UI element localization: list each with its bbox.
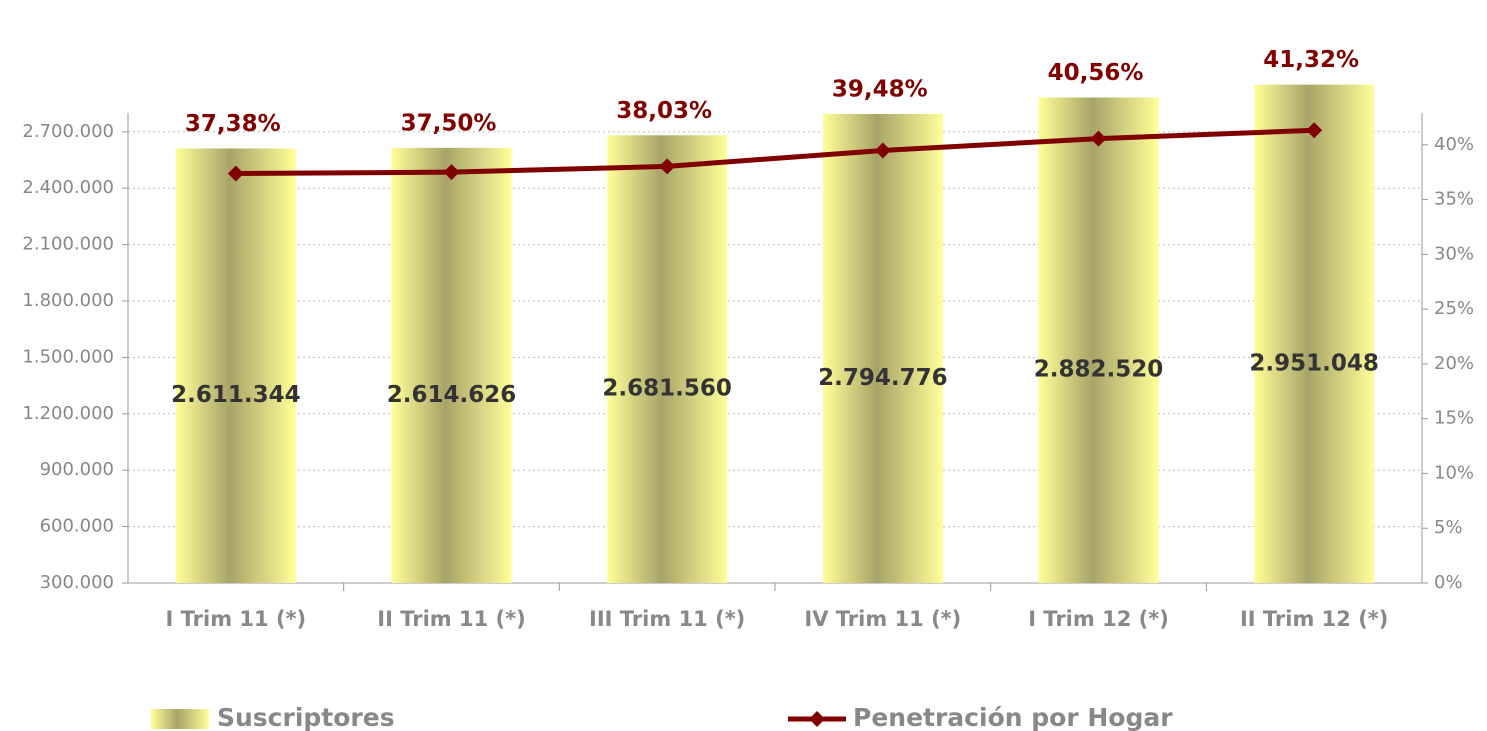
bar-value-label: 2.614.626 [387, 382, 517, 408]
y-tick-label: 1.800.000 [22, 290, 114, 311]
y-tick-label: 600.000 [40, 516, 114, 537]
line-value-label: 41,32% [1263, 47, 1359, 73]
x-tick-label: I Trim 11 (*) [166, 607, 307, 631]
line-value-label: 40,56% [1048, 60, 1144, 86]
line-marker [1090, 130, 1107, 147]
line-value-label: 39,48% [832, 76, 928, 102]
legend-swatch [151, 709, 209, 729]
y-tick-label: 900.000 [40, 459, 114, 480]
y-tick-label: 1.200.000 [22, 403, 114, 424]
y-tick-label: 2.100.000 [22, 234, 114, 255]
y2-tick-label: 35% [1434, 189, 1474, 210]
y2-tick-label: 5% [1434, 517, 1463, 538]
bar [822, 113, 943, 583]
y2-tick-label: 20% [1434, 353, 1474, 374]
bar-value-label: 2.882.520 [1034, 357, 1164, 383]
line-marker [443, 164, 460, 181]
bar-value-label: 2.794.776 [818, 365, 948, 391]
bar-value-label: 2.681.560 [602, 376, 732, 402]
bar [607, 135, 728, 583]
legend-label: Suscriptores [217, 703, 395, 731]
y-tick-label: 2.700.000 [22, 121, 114, 142]
x-tick-label: II Trim 11 (*) [377, 607, 525, 631]
line [235, 127, 1315, 176]
y2-tick-label: 25% [1434, 298, 1474, 319]
y2-tick-label: 30% [1434, 243, 1474, 264]
line-value-label: 37,38% [185, 111, 281, 137]
line-marker [227, 165, 244, 182]
y2-tick-label: 0% [1434, 572, 1463, 593]
x-tick-label: IV Trim 11 (*) [804, 607, 961, 631]
line-value-label: 37,50% [401, 110, 497, 136]
bar [1038, 97, 1159, 583]
x-tick-label: II Trim 12 (*) [1240, 607, 1388, 631]
line-value-label: 38,03% [616, 98, 712, 124]
bar [175, 148, 296, 583]
y-tick-label: 1.500.000 [22, 346, 114, 367]
y2-tick-label: 15% [1434, 408, 1474, 429]
legend-marker [809, 711, 825, 727]
line-marker [874, 142, 891, 159]
y2-tick-label: 10% [1434, 462, 1474, 483]
line-marker [659, 158, 676, 175]
bar [1254, 84, 1375, 584]
y-tick-label: 300.000 [40, 572, 114, 593]
y-tick-label: 2.400.000 [22, 177, 114, 198]
bar-value-label: 2.611.344 [171, 382, 301, 408]
legend-label: Penetración por Hogar [853, 703, 1173, 731]
y2-tick-label: 40% [1434, 134, 1474, 155]
x-tick-label: I Trim 12 (*) [1028, 607, 1169, 631]
line-marker [1306, 122, 1323, 139]
bar-value-label: 2.951.048 [1249, 350, 1379, 376]
bar [391, 147, 512, 583]
x-tick-label: III Trim 11 (*) [589, 607, 745, 631]
